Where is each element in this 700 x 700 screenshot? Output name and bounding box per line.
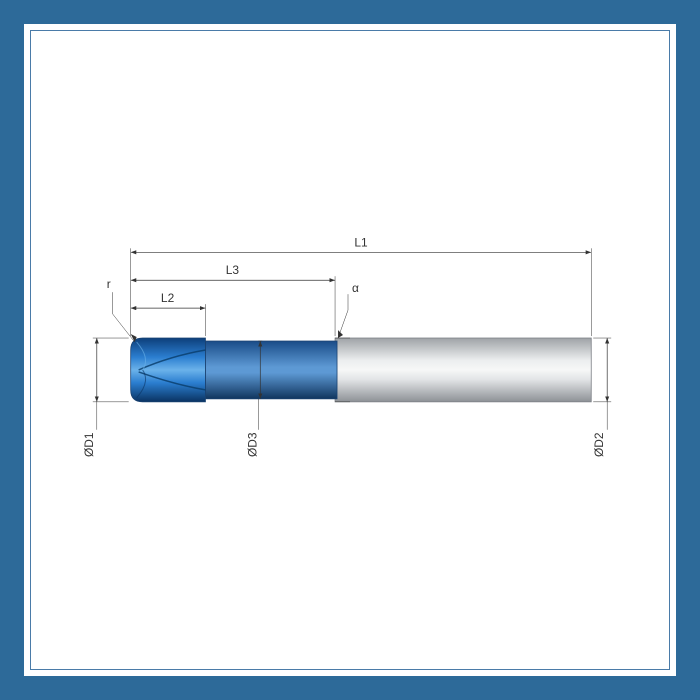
inner-frame: L1 L3 L2 r xyxy=(30,30,670,670)
label-alpha: α xyxy=(352,281,359,295)
dim-L2: L2 xyxy=(131,291,206,308)
cutting-end xyxy=(131,338,206,402)
neck xyxy=(205,341,337,399)
outer-frame: L1 L3 L2 r xyxy=(0,0,700,700)
label-L1: L1 xyxy=(354,235,368,249)
tool-diagram: L1 L3 L2 r xyxy=(31,31,669,669)
dim-L1: L1 xyxy=(131,235,592,252)
label-L3: L3 xyxy=(226,263,240,277)
label-D2: ØD2 xyxy=(592,432,606,457)
shank xyxy=(335,338,591,402)
dim-L3: L3 xyxy=(131,263,335,280)
label-L2: L2 xyxy=(161,291,175,305)
label-r: r xyxy=(107,277,111,291)
label-D1: ØD1 xyxy=(82,432,96,457)
dim-D2: ØD2 xyxy=(592,338,607,457)
dim-alpha: α xyxy=(338,281,359,338)
dim-D1: ØD1 xyxy=(82,338,97,457)
label-D3: ØD3 xyxy=(245,432,259,457)
dim-r: r xyxy=(107,277,137,342)
